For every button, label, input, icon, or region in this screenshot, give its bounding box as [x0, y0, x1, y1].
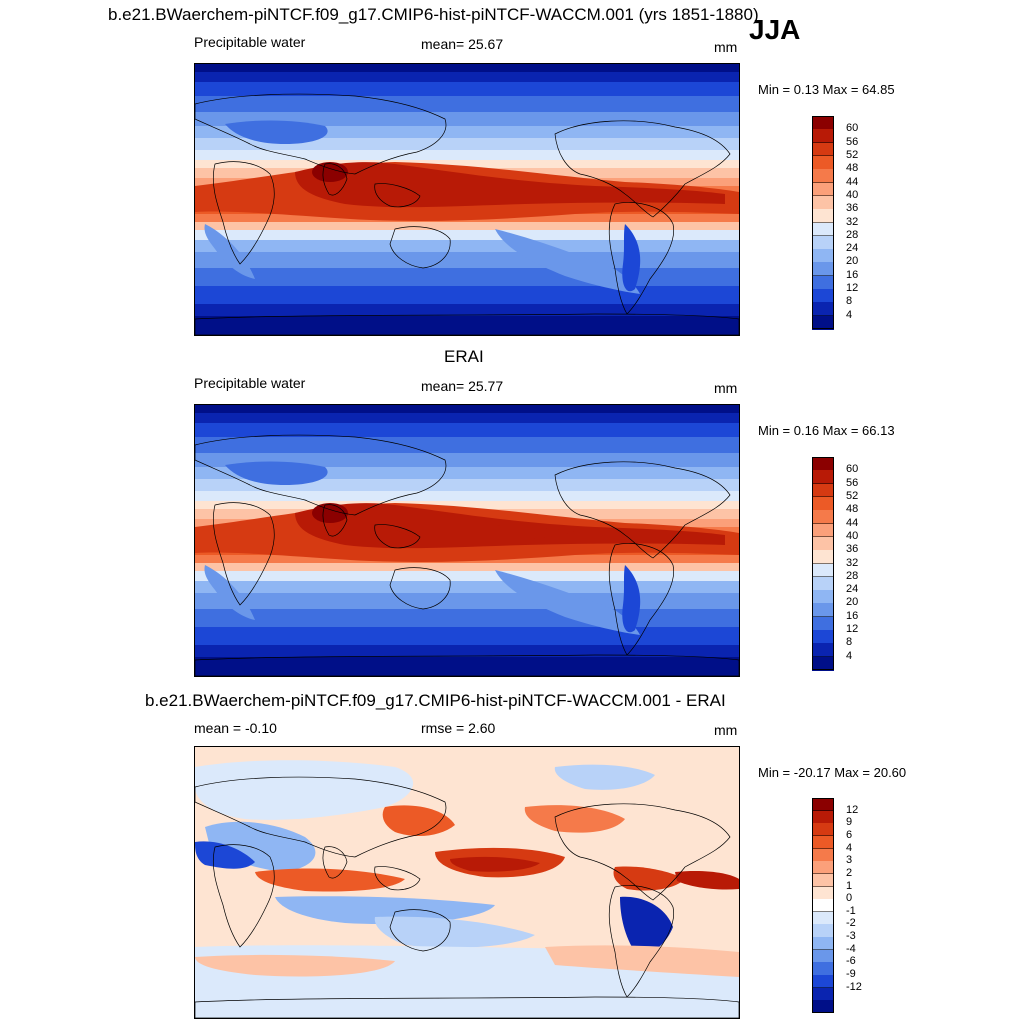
colorbar-swatch — [812, 962, 834, 976]
colorbar-tick-label: 24 — [846, 242, 859, 255]
panel-2-map-svg — [195, 405, 739, 676]
panel-3-units: mm — [714, 722, 738, 738]
panel-2-variable-label: Precipitable water — [194, 375, 306, 391]
colorbar-tick-label: 8 — [846, 636, 853, 649]
colorbar-tick-label: 20 — [846, 255, 859, 268]
panel-3-colorbar: 12 9 6 4 3 2 1 0 -1 -2 -3 -4 -6 -9 -12 — [812, 798, 892, 1014]
colorbar-swatch — [812, 987, 834, 1001]
colorbar-tick-label: 28 — [846, 228, 859, 241]
colorbar-swatch — [812, 886, 834, 900]
colorbar-tick-label: -2 — [846, 917, 856, 930]
season-label: JJA — [749, 14, 801, 45]
panel-3-map — [194, 746, 740, 1019]
colorbar-tick-label: -1 — [846, 904, 856, 917]
colorbar-swatch — [812, 861, 834, 875]
colorbar-tick-label: 8 — [846, 295, 853, 308]
colorbar-frame — [812, 798, 834, 1013]
colorbar-tick-label: -9 — [846, 968, 856, 981]
colorbar-tick-label: 40 — [846, 188, 859, 201]
panel-2-units: mm — [714, 380, 738, 396]
colorbar-tick-label: 36 — [846, 202, 859, 215]
colorbar-tick-label: 6 — [846, 828, 853, 841]
colorbar-swatch — [812, 911, 834, 925]
colorbar-tick-label: -4 — [846, 942, 856, 955]
panel-2-title: ERAI — [444, 347, 484, 366]
panel-2-map — [194, 404, 740, 677]
panel-3-rmse-label: rmse = 2.60 — [421, 720, 496, 736]
panel-1-units: mm — [714, 39, 738, 55]
colorbar-tick-label: 16 — [846, 609, 859, 622]
colorbar-tick-label: 2 — [846, 866, 853, 879]
colorbar-tick-label: 20 — [846, 596, 859, 609]
panel-2-colorbar: 60 56 52 48 44 40 36 32 28 24 20 16 12 8 4 — [812, 457, 892, 671]
colorbar-tick-label: 56 — [846, 476, 859, 489]
colorbar-tick-label: 48 — [846, 503, 859, 516]
colorbar-tick-label: 32 — [846, 215, 859, 228]
panel-3-map-svg — [195, 747, 739, 1018]
colorbar-tick-label: 44 — [846, 175, 859, 188]
colorbar-tick-label: 24 — [846, 583, 859, 596]
panel-1-mean-label: mean= 25.67 — [421, 36, 504, 52]
colorbar-swatch — [812, 873, 834, 888]
colorbar-tick-label: -6 — [846, 955, 856, 968]
colorbar-tick-label: 36 — [846, 543, 859, 556]
colorbar-swatch — [812, 656, 834, 671]
colorbar-tick-label: 3 — [846, 854, 853, 867]
colorbar-swatch — [812, 949, 834, 963]
panel-1-variable-label: Precipitable water — [194, 34, 306, 50]
colorbar-swatch — [812, 315, 834, 330]
colorbar-tick-label: 28 — [846, 569, 859, 582]
colorbar-tick-label: 0 — [846, 892, 853, 905]
colorbar-tick-label: 4 — [846, 649, 853, 662]
colorbar-swatch — [812, 899, 834, 913]
colorbar-tick-label: 32 — [846, 556, 859, 569]
panel-2-mean-label: mean= 25.77 — [421, 378, 504, 394]
colorbar-swatch — [812, 823, 834, 837]
colorbar-tick-label: 12 — [846, 623, 859, 636]
panel-3-minmax: Min = -20.17 Max = 20.60 — [758, 765, 907, 780]
colorbar-tick-label: 44 — [846, 516, 859, 529]
colorbar-swatch — [812, 975, 834, 989]
panel-3-mean-label: mean = -0.10 — [194, 720, 277, 736]
colorbar-tick-label: 48 — [846, 162, 859, 175]
colorbar-tick-label: 4 — [846, 841, 853, 854]
colorbar-tick-label: 9 — [846, 816, 853, 829]
colorbar-swatch — [812, 810, 834, 824]
colorbar-tick-label: 52 — [846, 148, 859, 161]
colorbar-swatch — [812, 924, 834, 938]
panel-1-map — [194, 63, 740, 336]
panel-2-minmax: Min = 0.16 Max = 66.13 — [758, 423, 895, 438]
colorbar-tick-label: -3 — [846, 930, 856, 943]
colorbar-tick-label: 40 — [846, 529, 859, 542]
colorbar-frame — [812, 457, 834, 670]
panel-1-title: b.e21.BWaerchem-piNTCF.f09_g17.CMIP6-his… — [108, 5, 759, 24]
colorbar-tick-label: -12 — [846, 980, 862, 993]
colorbar-tick-label: 12 — [846, 282, 859, 295]
colorbar-tick-label: 16 — [846, 268, 859, 281]
colorbar-swatch — [812, 835, 834, 850]
colorbar-swatch — [812, 937, 834, 951]
colorbar-swatch — [812, 1000, 834, 1014]
colorbar-tick-label: 56 — [846, 135, 859, 148]
colorbar-tick-label: 4 — [846, 308, 853, 321]
panel-1-minmax: Min = 0.13 Max = 64.85 — [758, 82, 895, 97]
panel-3-title: b.e21.BWaerchem-piNTCF.f09_g17.CMIP6-his… — [145, 691, 726, 710]
colorbar-tick-label: 60 — [846, 122, 859, 135]
panel-1-colorbar: 60 56 52 48 44 40 36 32 28 24 20 16 12 8 4 — [812, 116, 892, 330]
colorbar-tick-label: 60 — [846, 463, 859, 476]
colorbar-tick-label: 52 — [846, 489, 859, 502]
colorbar-frame — [812, 116, 834, 329]
colorbar-tick-label: 12 — [846, 803, 859, 816]
panel-1-map-svg — [195, 64, 739, 335]
colorbar-swatch — [812, 848, 834, 862]
colorbar-swatch — [812, 798, 834, 812]
colorbar-tick-label: 1 — [846, 879, 853, 892]
